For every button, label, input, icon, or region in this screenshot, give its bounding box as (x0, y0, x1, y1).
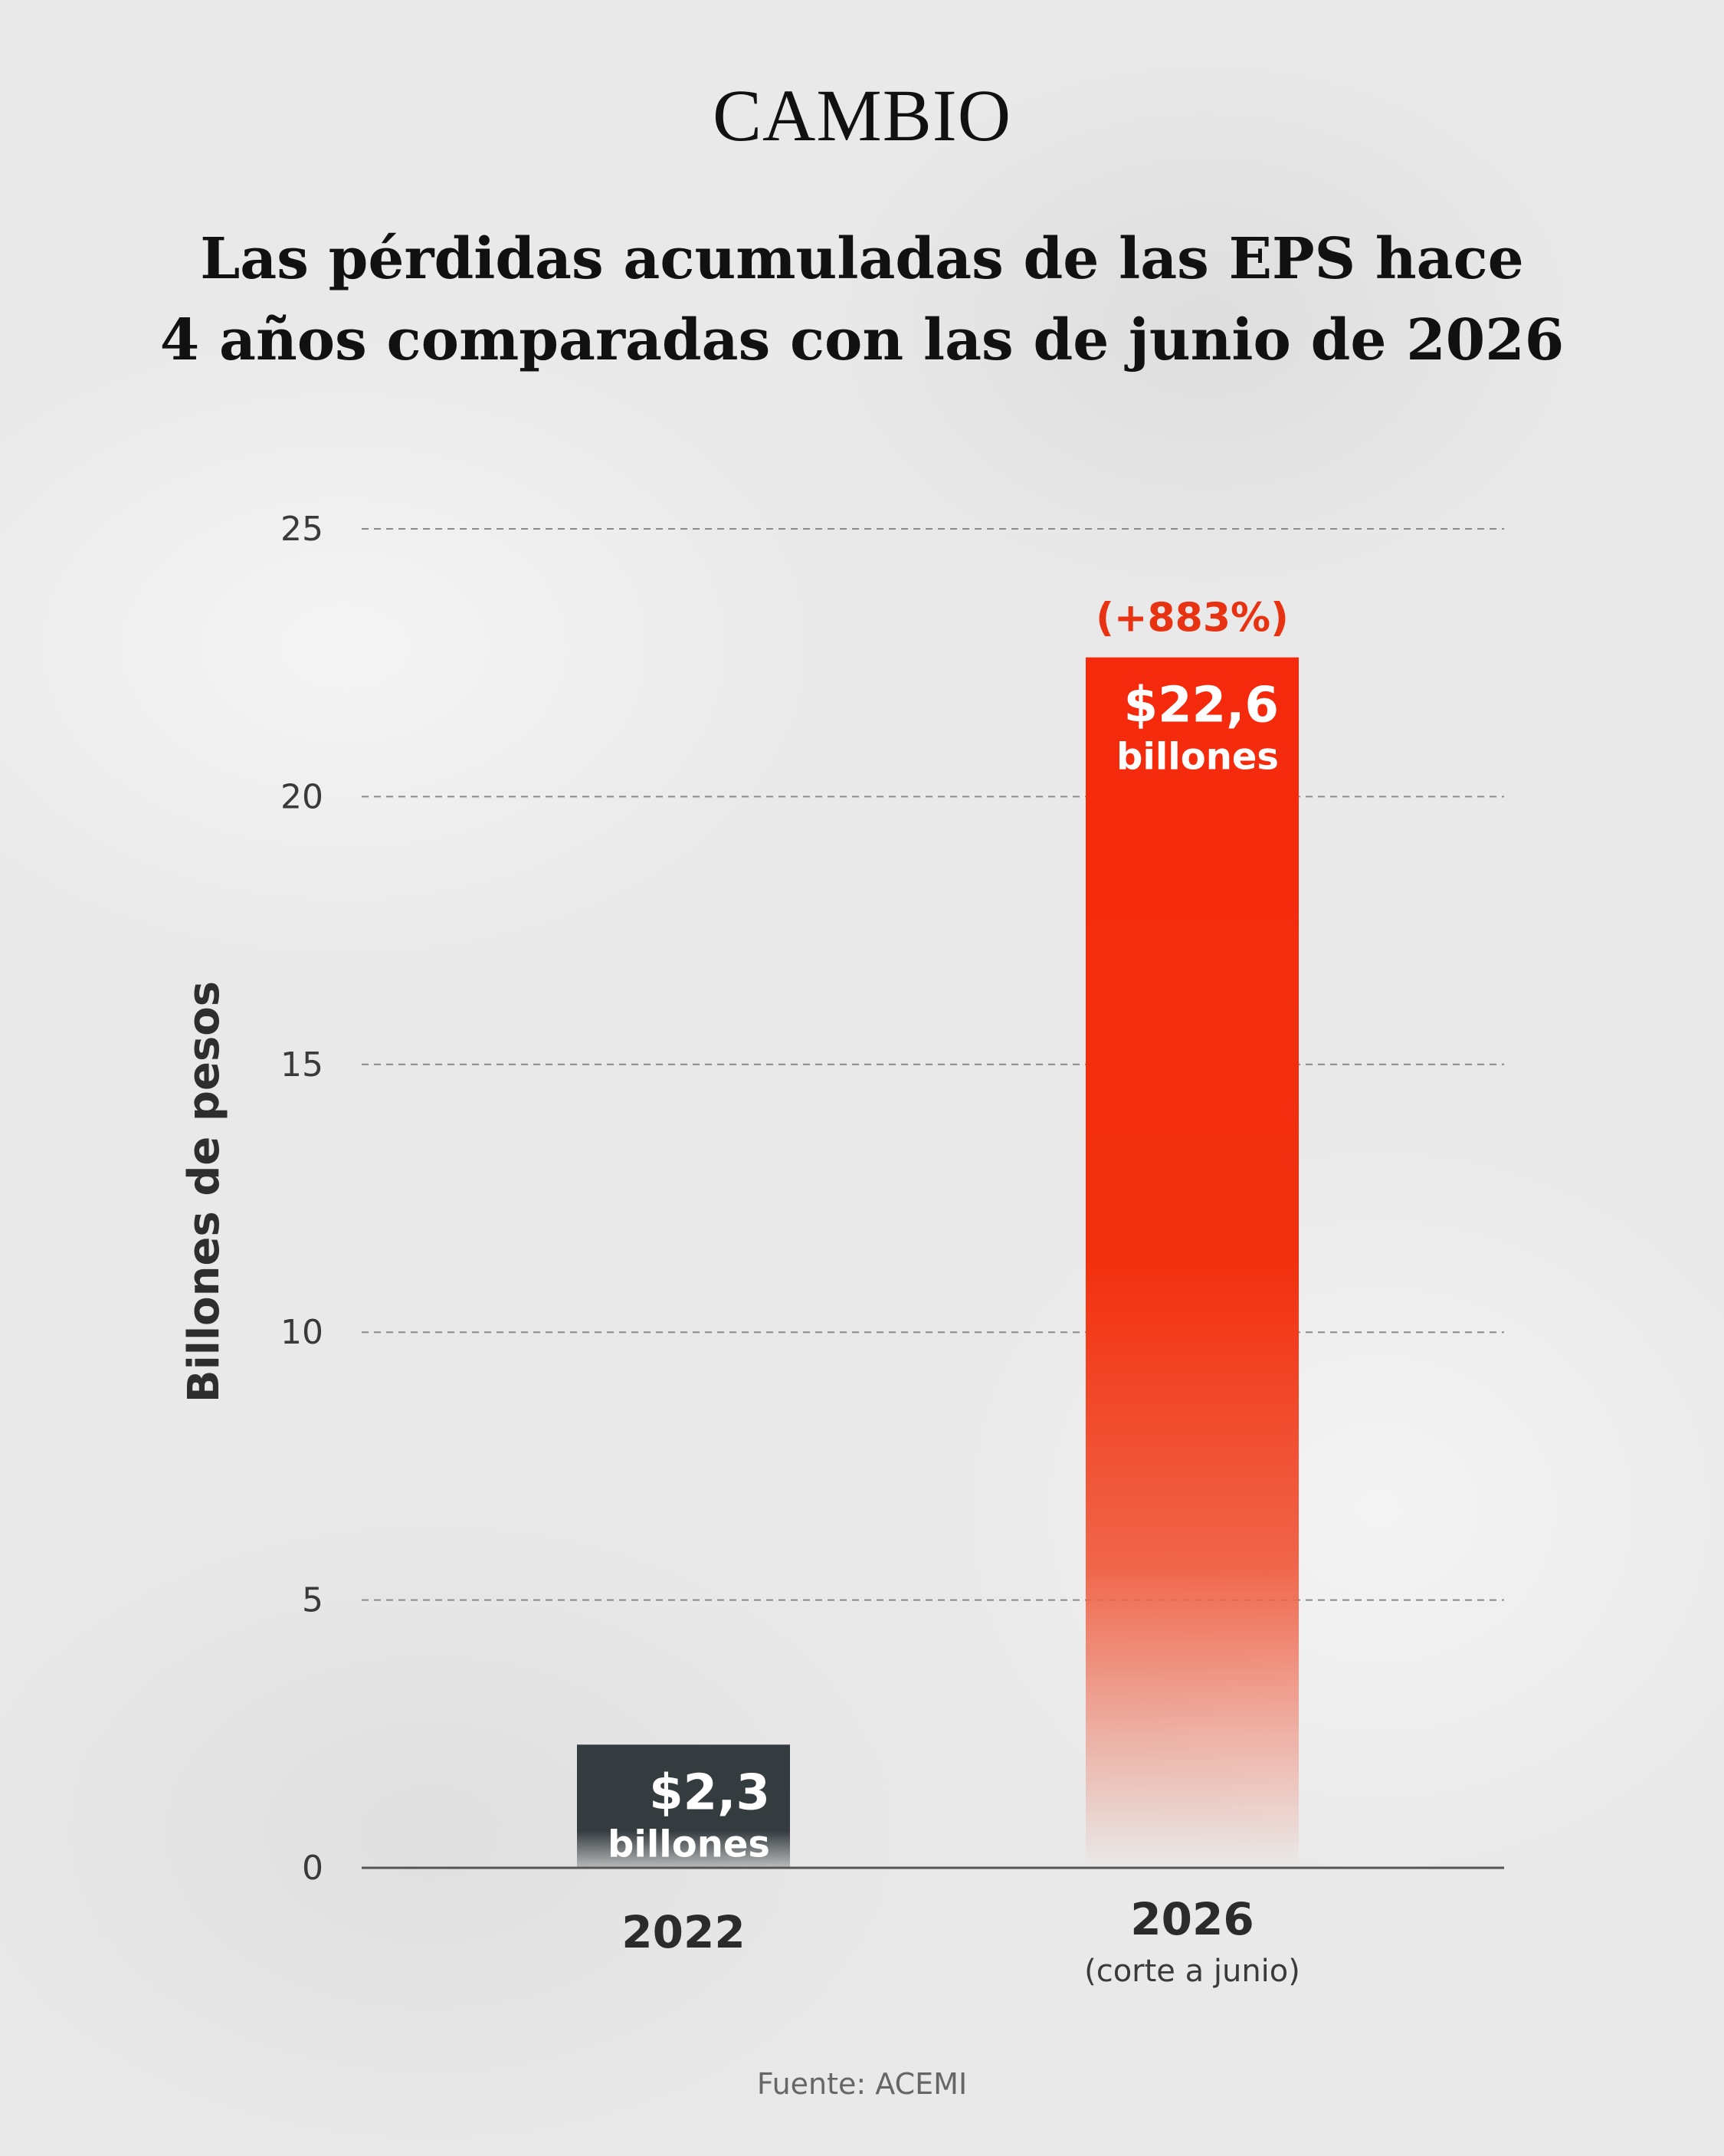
x-tick-label-2022: 2022 (621, 1906, 745, 1958)
grid-lines (362, 528, 1504, 1601)
y-tick-label-10: 10 (280, 1313, 323, 1352)
y-tick-label-15: 15 (280, 1045, 323, 1085)
chart-title: Las pérdidas acumuladas de las EPS hace … (0, 218, 1724, 381)
y-tick-label-20: 20 (280, 777, 323, 816)
y-tick-label-0: 0 (302, 1849, 323, 1888)
bar-value-label-2026: $22,6 (1124, 678, 1279, 734)
y-tick-labels: 0 5 10 15 20 25 (280, 510, 323, 1888)
source-note: Fuente: ACEMI (756, 2067, 968, 2101)
y-tick-label-5: 5 (302, 1581, 323, 1620)
bar-annotation-2026: (+883%) (1096, 596, 1289, 642)
bar-unit-label-2022: billones (608, 1823, 770, 1866)
brand-logo: CAMBIO (712, 74, 1012, 156)
x-tick-sublabel-2026: (corte a junio) (1084, 1954, 1300, 1989)
bar-unit-label-2026: billones (1116, 736, 1279, 779)
y-tick-label-25: 25 (280, 510, 323, 549)
bar-2026 (1086, 657, 1299, 1869)
title-line-2: 4 años comparadas con las de junio de 20… (159, 307, 1565, 373)
bar-labels: $2,3billones2022$22,6billones(+883%)2026… (608, 596, 1300, 1989)
bar-2022 (577, 1744, 790, 1868)
bar-value-label-2022: $2,3 (649, 1764, 770, 1821)
x-tick-label-2026: 2026 (1130, 1893, 1254, 1945)
y-axis-label: Billones de pesos (179, 981, 229, 1403)
title-line-1: Las pérdidas acumuladas de las EPS hace (200, 226, 1524, 292)
bars (577, 657, 1299, 1869)
